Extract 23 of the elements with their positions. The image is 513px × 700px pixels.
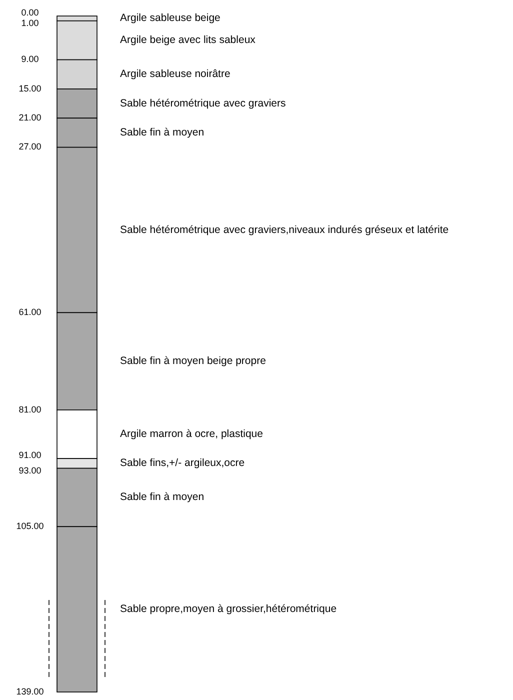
y-tick-label: 15.00 (18, 83, 42, 94)
text: Argile beige avec lits sableux (120, 34, 256, 46)
text: Argile marron à ocre, plastique (120, 428, 264, 440)
text: Sable hétérométrique avec graviers (120, 97, 286, 110)
y-tick-label: 61.00 (18, 307, 42, 318)
y-tick-label: 1.00 (21, 18, 39, 28)
text: Sable fins,+/- argileux,ocre (120, 457, 245, 470)
text: Sable fin à moyen (120, 126, 204, 138)
text: Sable hétérométrique avec graviers,niveaux indurés gréseux et latérite (120, 224, 449, 236)
text: Argile sableuse noirâtre (120, 68, 230, 80)
y-tick-label: 139.00 (16, 686, 44, 696)
y-tick-label: 105.00 (16, 521, 44, 532)
y-tick-label: 27.00 (18, 142, 42, 152)
y-tick-label: 9.00 (21, 54, 39, 64)
y-tick-label: 21.00 (18, 112, 42, 123)
y-tick-label: 93.00 (18, 466, 42, 476)
text: Sable fin à moyen beige propre (120, 355, 266, 368)
y-tick-label: 0.00 (21, 7, 39, 18)
y-tick-label: 91.00 (18, 450, 42, 460)
text: Sable propre,moyen à grossier,hétérométrique (120, 603, 337, 616)
text: Sable fin à moyen (120, 491, 204, 504)
y-tick-label: 81.00 (18, 404, 42, 414)
text: Argile sableuse beige (120, 12, 221, 24)
